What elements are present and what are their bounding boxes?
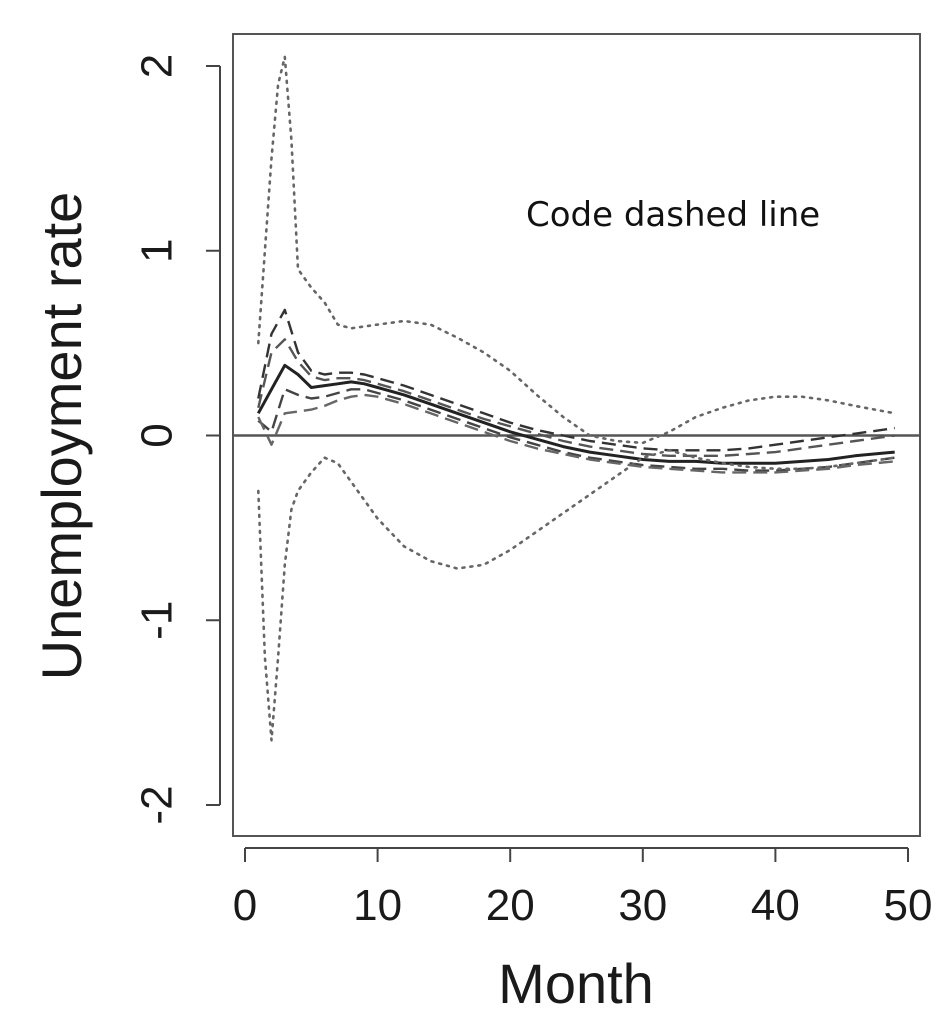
series-line-dashed-3 — [257, 338, 895, 457]
chart-annotation: Code dashed line — [526, 195, 820, 235]
series-line-solid-1 — [256, 363, 895, 465]
x-tick-label: 50 — [884, 881, 933, 930]
y-axis-title: Unemployment rate — [30, 192, 93, 681]
x-tick-label: 30 — [618, 881, 667, 930]
y-tick-label: -1 — [133, 601, 182, 640]
plot-area — [232, 33, 921, 837]
series-line-dotted-6 — [256, 55, 897, 445]
y-tick-label: 1 — [133, 239, 182, 263]
series-line-dotted-7 — [256, 448, 897, 742]
y-tick-label: 0 — [133, 423, 182, 447]
x-tick-label: 20 — [486, 881, 535, 930]
y-axis: -2 -1 0 1 2 — [133, 54, 221, 825]
y-tick-label: 2 — [133, 54, 182, 78]
x-axis: 0 10 20 30 40 50 — [233, 847, 933, 930]
series-line-dashed-2 — [257, 308, 895, 452]
x-tick-label: 40 — [751, 881, 800, 930]
series-line-dashed-4 — [257, 388, 895, 472]
x-tick-label: 0 — [233, 881, 257, 930]
series-line-dashed-5 — [257, 393, 895, 474]
y-tick-label: -2 — [133, 785, 182, 824]
x-tick-label: 10 — [353, 881, 402, 930]
x-axis-title: Month — [498, 952, 654, 1015]
